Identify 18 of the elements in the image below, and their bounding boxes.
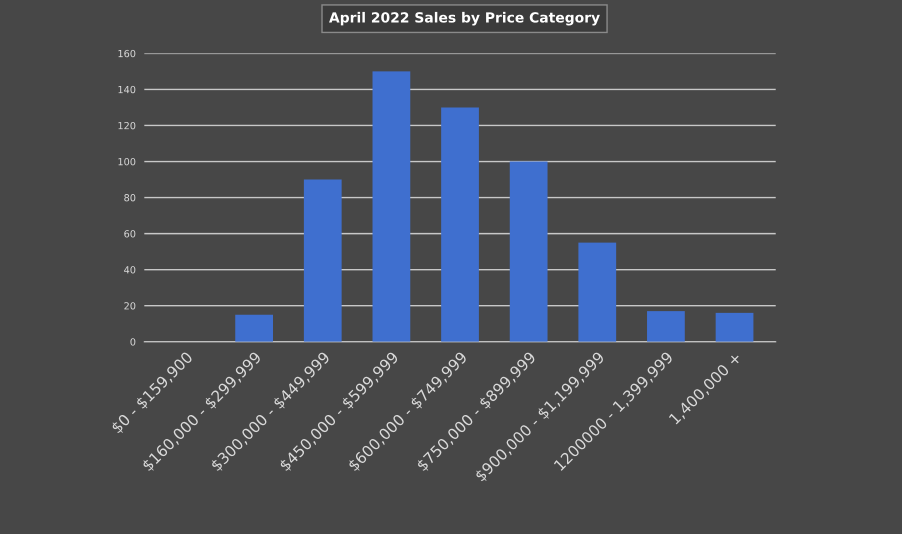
y-tick-label: 120 [118, 122, 136, 130]
y-tick-label: 140 [118, 86, 136, 94]
bar [716, 312, 754, 342]
y-tick-label: 100 [118, 158, 136, 166]
bar [441, 107, 479, 342]
y-tick-label: 40 [124, 266, 136, 274]
y-tick-label: 80 [124, 194, 136, 202]
bar [235, 314, 273, 342]
chart-title: April 2022 Sales by Price Category [329, 12, 600, 26]
bar [647, 311, 685, 342]
bar [510, 162, 548, 342]
y-tick-label: 60 [124, 230, 136, 238]
bar [304, 180, 342, 342]
y-tick-label: 20 [124, 302, 136, 310]
bar [578, 242, 616, 342]
bar [372, 71, 410, 342]
y-tick-label: 0 [130, 338, 136, 346]
y-tick-label: 160 [118, 50, 136, 58]
